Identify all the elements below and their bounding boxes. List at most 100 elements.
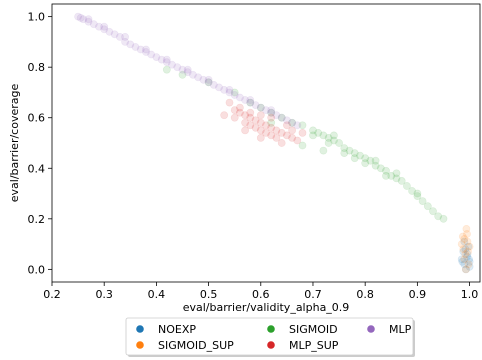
point-mlp-sup: [267, 113, 276, 122]
point-mlp: [277, 113, 286, 122]
point-mlp-sup: [277, 128, 286, 137]
point-sigmoid: [361, 154, 370, 163]
point-mlp: [215, 83, 223, 92]
point-sigmoid: [418, 197, 427, 205]
x-tick-label: 0.2: [43, 288, 61, 301]
point-mlp-sup: [267, 123, 276, 132]
point-mlp-sup: [288, 126, 296, 135]
y-axis: 0.0 0.2 0.4 0.6 0.8 1.0: [28, 11, 52, 276]
x-tick-label: 0.3: [95, 288, 113, 301]
point-noexp: [465, 255, 473, 264]
point-sigmoid-sup: [462, 224, 471, 233]
point-sigmoid-sup: [458, 232, 467, 241]
point-mlp: [116, 33, 124, 41]
point-mlp: [246, 98, 255, 107]
point-mlp: [100, 25, 109, 34]
point-noexp: [461, 265, 470, 274]
point-sigmoid: [429, 207, 437, 216]
y-tick-label: 0.0: [28, 263, 46, 276]
point-mlp-sup: [256, 111, 265, 120]
y-tick-label: 0.8: [28, 61, 46, 74]
point-sigmoid: [413, 189, 422, 198]
point-mlp: [183, 65, 192, 74]
point-sigmoid: [356, 151, 364, 160]
point-sigmoid: [340, 144, 349, 152]
point-mlp-sup: [262, 121, 270, 130]
y-tick-label: 0.2: [28, 213, 46, 226]
point-noexp: [465, 257, 474, 266]
point-mlp: [293, 121, 302, 130]
point-noexp: [464, 242, 473, 251]
legend-label-mlp-sup: MLP_SUP: [289, 339, 339, 352]
legend-label-mlp: MLP: [389, 323, 412, 336]
point-sigmoid: [324, 139, 333, 147]
point-mlp: [76, 13, 85, 22]
point-mlp-sup: [246, 108, 255, 117]
point-noexp: [461, 245, 470, 253]
point-sigmoid-sup: [460, 255, 469, 264]
point-sigmoid: [439, 214, 448, 223]
x-tick-label: 0.4: [148, 288, 166, 301]
point-mlp: [121, 33, 129, 41]
point-mlp-sup: [246, 113, 255, 122]
legend-marker-mlp: [367, 325, 375, 333]
x-tick-label: 1.0: [461, 288, 479, 301]
point-mlp: [162, 58, 171, 66]
y-tick-label: 0.6: [28, 112, 46, 125]
plot-frame: [51, 3, 481, 283]
point-mlp: [142, 48, 150, 56]
point-sigmoid: [423, 202, 432, 211]
point-sigmoid: [366, 156, 375, 165]
point-mlp: [74, 12, 82, 21]
point-mlp-sup: [241, 111, 249, 120]
point-sigmoid: [397, 176, 406, 185]
point-mlp: [225, 88, 234, 97]
point-mlp-sup: [241, 126, 249, 135]
point-sigmoid: [178, 70, 187, 79]
legend-box: [125, 317, 414, 356]
point-sigmoid-sup: [457, 240, 466, 248]
point-sigmoid: [288, 118, 296, 127]
point-sigmoid: [298, 141, 307, 150]
point-mlp-sup: [235, 108, 244, 117]
point-mlp-sup: [230, 113, 239, 122]
point-mlp: [235, 93, 244, 102]
point-sigmoid-sup: [461, 265, 470, 274]
point-mlp: [194, 73, 202, 82]
point-mlp: [246, 96, 255, 104]
legend-label-sigmoid: SIGMOID: [289, 323, 338, 336]
x-tick-label: 0.9: [409, 288, 427, 301]
point-mlp: [95, 22, 103, 31]
point-sigmoid: [230, 88, 239, 97]
point-mlp: [204, 75, 213, 84]
point-sigmoid-sup: [460, 235, 469, 243]
point-sigmoid: [340, 149, 349, 157]
point-sigmoid: [246, 98, 255, 107]
legend-marker-mlp-sup: [267, 341, 275, 349]
point-mlp: [188, 70, 197, 79]
point-mlp: [288, 118, 296, 127]
point-mlp: [204, 78, 213, 87]
point-mlp: [251, 101, 260, 109]
point-sigmoid: [335, 139, 343, 147]
point-mlp: [84, 17, 93, 26]
point-mlp: [100, 22, 109, 31]
point-sigmoid-sup: [459, 245, 468, 253]
point-sigmoid: [402, 182, 411, 190]
point-sigmoid: [324, 133, 333, 142]
point-mlp: [89, 20, 98, 29]
legend-marker-sigmoid: [267, 325, 275, 333]
point-sigmoid: [361, 159, 370, 168]
point-mlp: [147, 50, 156, 59]
x-axis-title: eval/barrier/validity_alpha_0.9: [183, 301, 350, 314]
point-mlp: [142, 45, 150, 54]
point-sigmoid: [371, 156, 380, 165]
point-noexp: [463, 250, 472, 259]
point-mlp: [84, 15, 93, 24]
point-sigmoid: [329, 136, 338, 145]
point-mlp: [199, 75, 208, 84]
x-axis: 0.2 0.3 0.4 0.5 0.6 0.7 0.8 0.9 1.0: [43, 282, 478, 301]
legend-marker-noexp: [136, 325, 144, 333]
point-mlp-sup: [241, 118, 249, 127]
